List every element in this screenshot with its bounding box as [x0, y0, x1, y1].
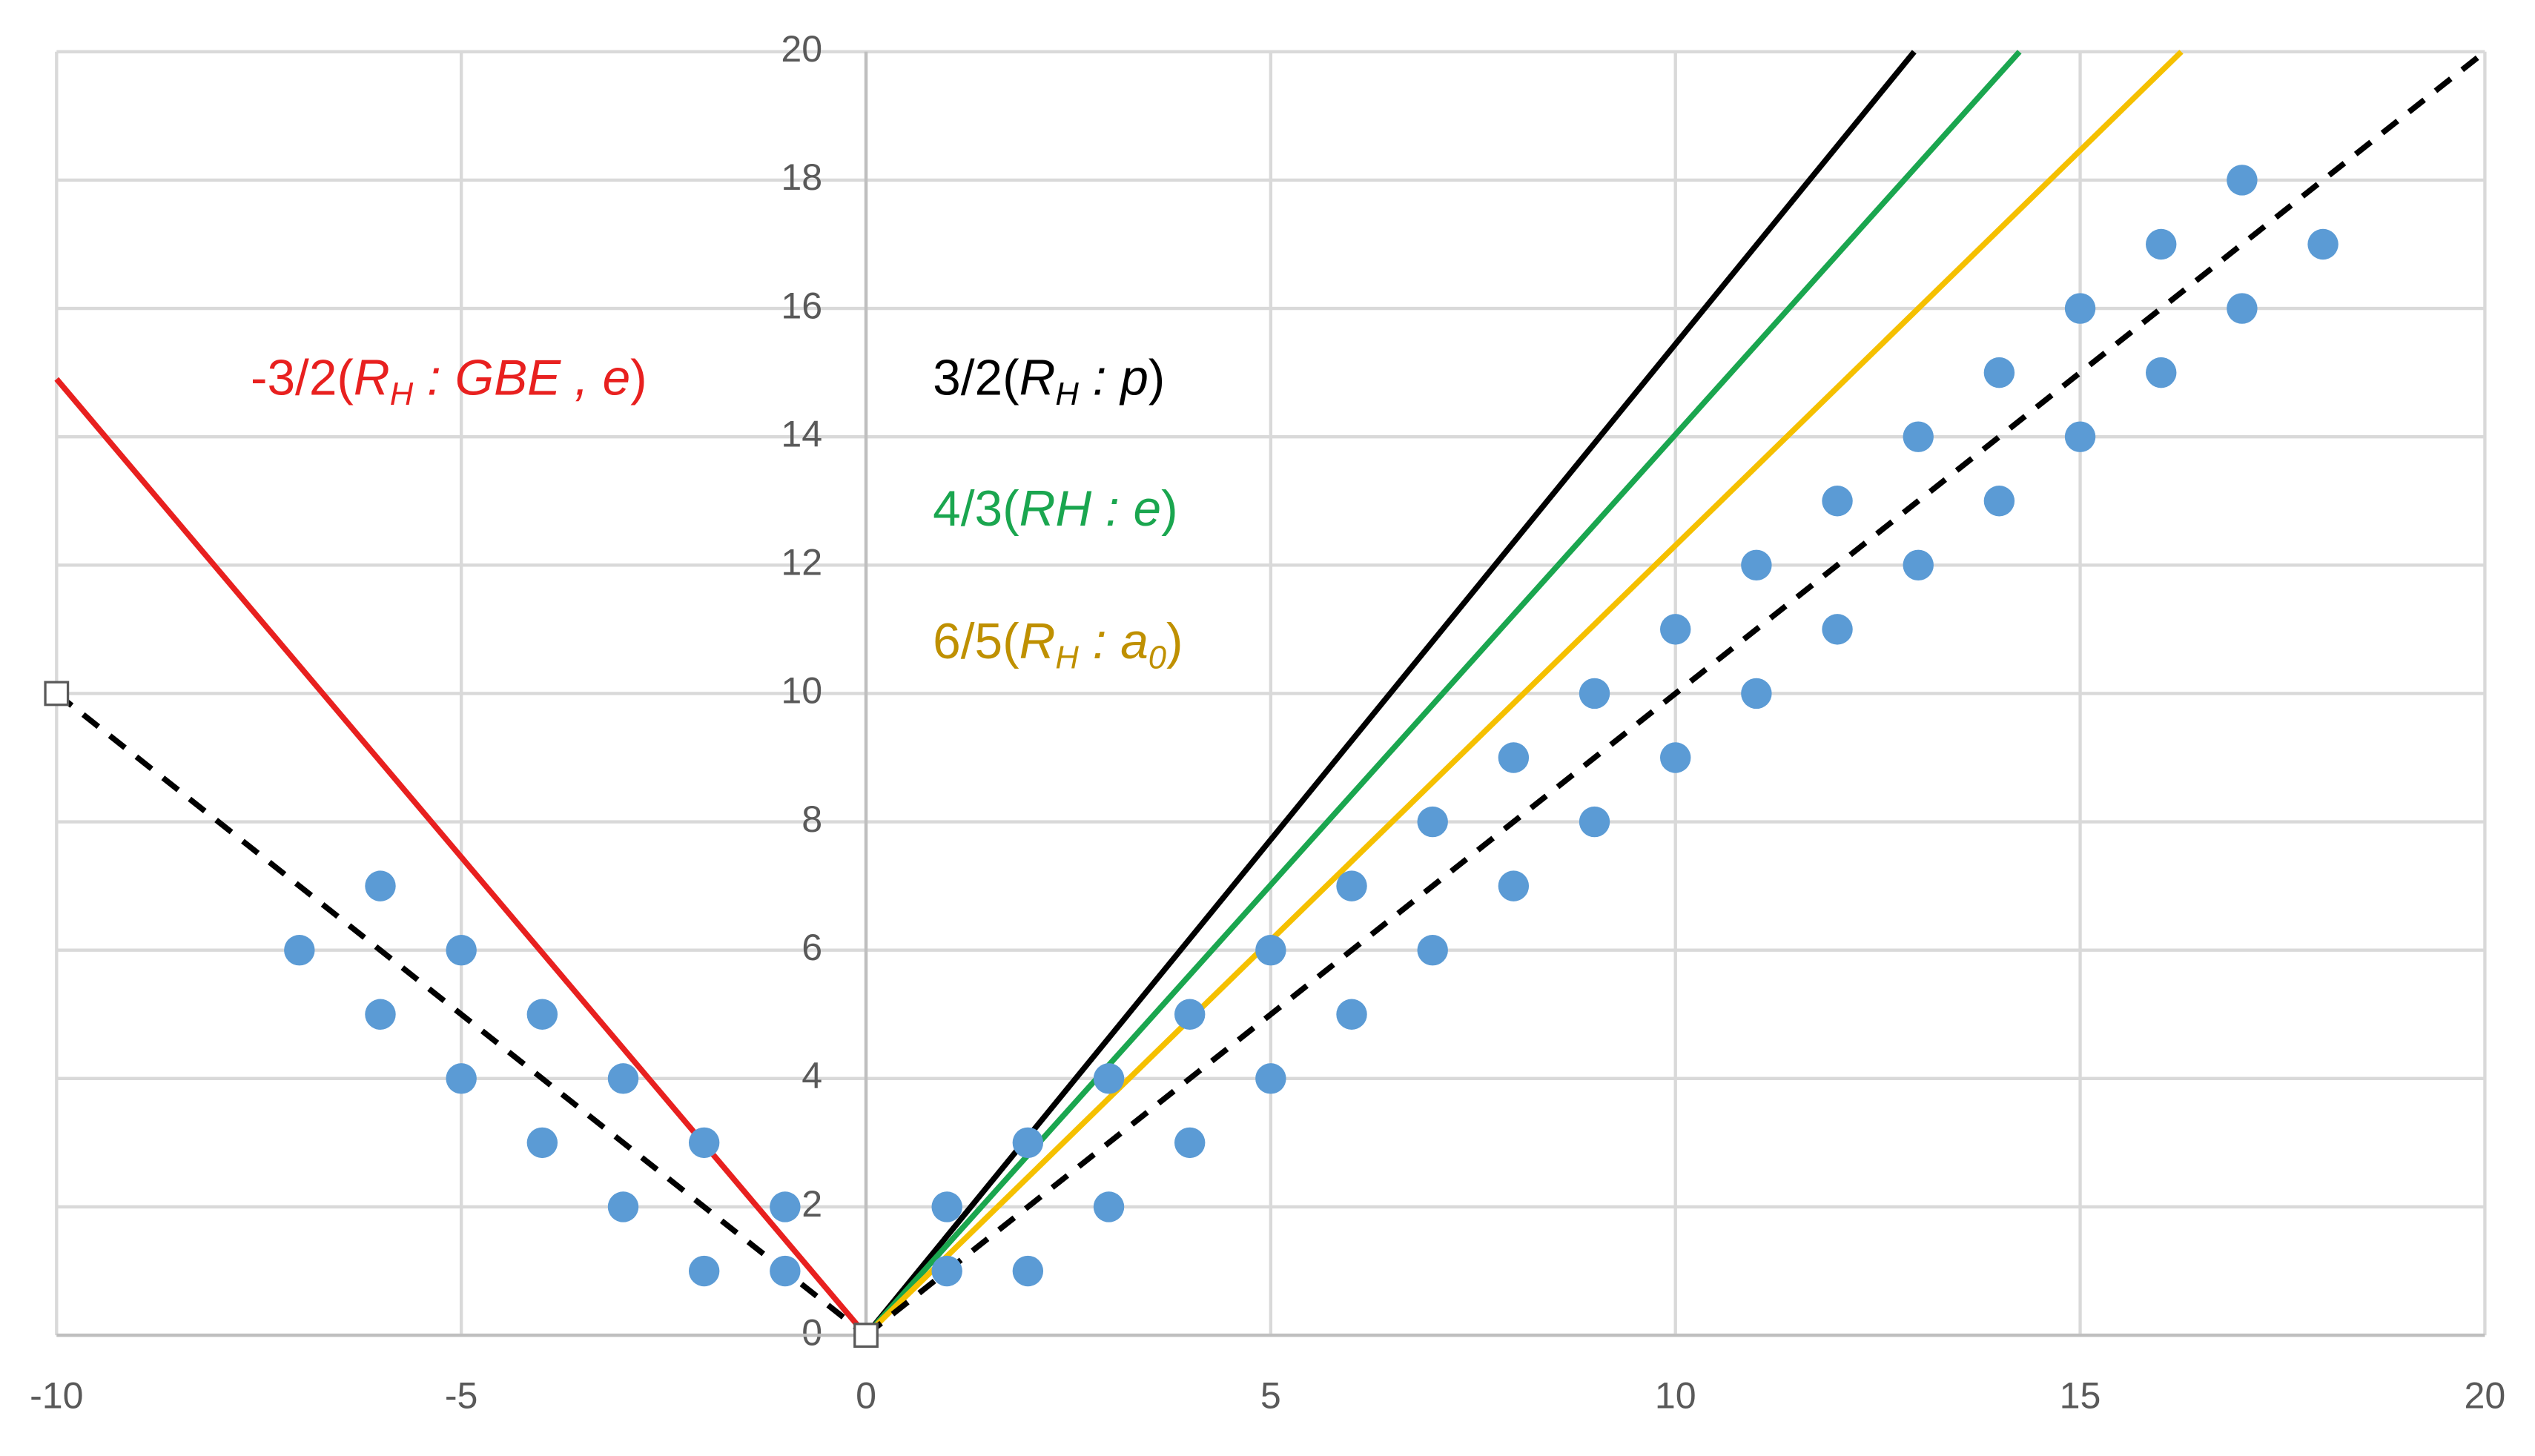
scatter-point: [1174, 999, 1206, 1030]
x-tick-label: -10: [30, 1374, 83, 1416]
scatter-point: [688, 1255, 720, 1287]
scatter-point: [1579, 806, 1610, 838]
scatter-point: [1983, 357, 2015, 388]
scatter-point: [1498, 742, 1530, 773]
scatter-point: [365, 999, 396, 1030]
scatter-point: [2227, 165, 2258, 196]
scatter-point: [1336, 870, 1367, 901]
x-tick-label: 20: [2465, 1374, 2506, 1416]
scatter-point: [770, 1255, 801, 1287]
scatter-point: [1903, 421, 1934, 452]
scatter-point: [770, 1191, 801, 1222]
y-tick-label: 16: [781, 285, 822, 326]
scatter-point: [446, 1063, 477, 1094]
scatter-point: [1012, 1255, 1044, 1287]
annotation-part: R: [1019, 350, 1056, 406]
annotation: 3/2(RH : p): [933, 350, 1165, 411]
scatter-point: [1659, 742, 1691, 773]
scatter-point: [1741, 678, 1772, 709]
scatter-point: [1903, 549, 1934, 581]
y-tick-label: 4: [802, 1055, 822, 1096]
scatter-point: [1012, 1127, 1044, 1159]
y-tick-label: 6: [802, 927, 822, 968]
y-tick-label: 20: [781, 28, 822, 70]
line: [54, 691, 868, 1338]
scatter-point: [607, 1063, 639, 1094]
annotation-part: 4/3(: [933, 481, 1019, 537]
x-tick-label: -5: [445, 1374, 478, 1416]
scatter-point: [1417, 934, 1448, 966]
annotation-part: ): [1161, 481, 1178, 537]
scatter-point: [1659, 614, 1691, 645]
scatter-point: [1336, 999, 1367, 1030]
line: [864, 50, 2184, 1337]
annotation: 6/5(RH : a0): [933, 614, 1183, 675]
line: [864, 50, 1917, 1337]
scatter-point: [931, 1255, 962, 1287]
scatter-point: [1093, 1063, 1125, 1094]
annotation-part: H: [1055, 640, 1079, 675]
scatter-point: [2307, 228, 2339, 260]
y-tick-label: 2: [802, 1183, 822, 1225]
scatter-point: [1255, 1063, 1286, 1094]
annotation-part: 6/5(: [933, 614, 1019, 669]
scatter-point: [2064, 421, 2096, 452]
y-tick-label: 10: [781, 670, 822, 712]
scatter-point: [931, 1191, 962, 1222]
scatter-point: [1983, 486, 2015, 517]
annotation-part: ): [630, 350, 647, 406]
scatter-point: [2146, 357, 2177, 388]
y-tick-label: 12: [781, 542, 822, 583]
annotation-part: : GBE , e: [413, 350, 630, 406]
y-tick-label: 0: [802, 1311, 822, 1353]
annotation: -3/2(RH : GBE , e): [251, 350, 647, 411]
scatter-point: [688, 1127, 720, 1159]
scatter-point: [1093, 1191, 1125, 1222]
x-tick-label: 5: [1260, 1374, 1281, 1416]
annotation-part: RH : e: [1019, 481, 1162, 537]
x-tick-label: 0: [856, 1374, 876, 1416]
y-tick-label: 18: [781, 156, 822, 198]
annotation-part: H: [390, 377, 414, 412]
y-tick-label: 14: [781, 413, 822, 454]
scatter-point: [2227, 293, 2258, 324]
scatter-point: [1822, 614, 1853, 645]
scatter-point: [1498, 870, 1530, 901]
scatter-point: [1579, 678, 1610, 709]
annotation-part: H: [1055, 377, 1079, 412]
scatter-point: [446, 934, 477, 966]
scatter-point: [2146, 228, 2177, 260]
x-tick-label: 10: [1655, 1374, 1696, 1416]
scatter-point: [1822, 486, 1853, 517]
scatter-point: [1417, 806, 1448, 838]
annotation-part: -3/2(: [251, 350, 354, 406]
annotation-part: 3/2(: [933, 350, 1019, 406]
annotation-part: ): [1148, 350, 1166, 406]
scatter-point: [526, 1127, 558, 1159]
annotation-part: ): [1166, 614, 1183, 669]
scatter-point: [365, 870, 396, 901]
scatter-point: [607, 1191, 639, 1222]
scatter-point: [284, 934, 315, 966]
line-marker: [44, 681, 70, 707]
scatter-point: [1255, 934, 1286, 966]
line: [54, 377, 868, 1337]
x-tick-label: 15: [2060, 1374, 2101, 1416]
scatter-point: [2064, 293, 2096, 324]
annotation-part: : p: [1079, 350, 1148, 406]
annotation-part: 0: [1148, 640, 1166, 675]
annotation-part: R: [1019, 614, 1056, 669]
scatter-point: [1174, 1127, 1206, 1159]
line: [864, 49, 2487, 1338]
line: [864, 50, 2022, 1337]
annotation-part: R: [354, 350, 390, 406]
annotation-part: : a: [1079, 614, 1148, 669]
y-tick-label: 8: [802, 798, 822, 840]
line-marker: [853, 1323, 879, 1348]
scatter-point: [526, 999, 558, 1030]
annotation: 4/3(RH : e): [933, 481, 1177, 537]
scatter-point: [1741, 549, 1772, 581]
